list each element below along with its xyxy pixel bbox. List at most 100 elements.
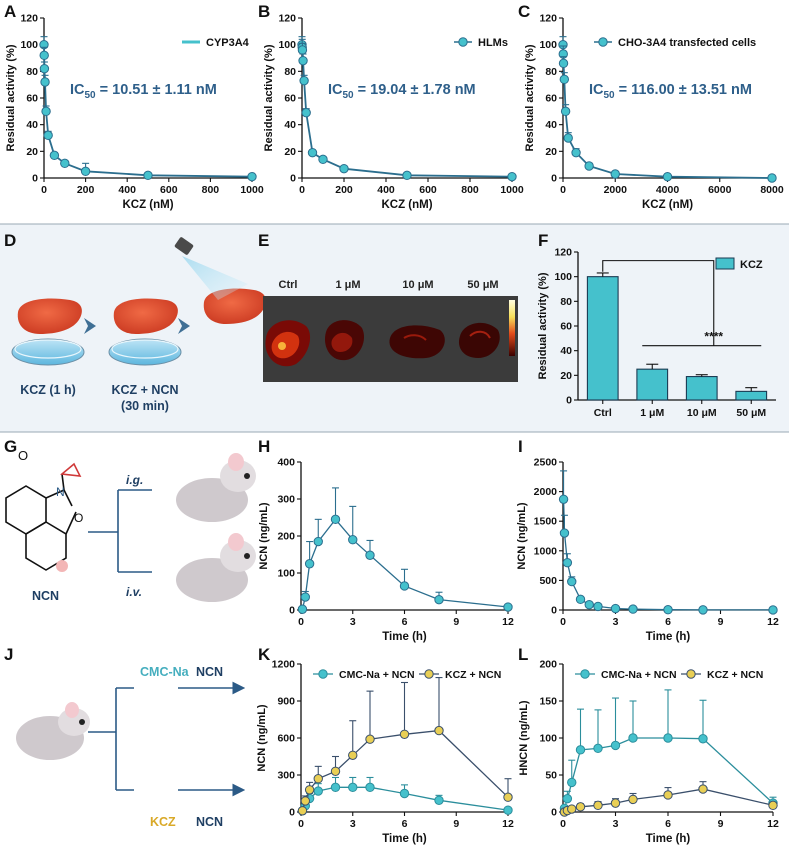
drug-label: NCN (196, 665, 223, 679)
data-point (575, 745, 586, 755)
naphthalimide-structure (5, 485, 47, 535)
data-point (434, 795, 444, 805)
chart-a: 0 20 40 60 80 100 120 0 200 400 600 800 1000 KCZ (nM)… (5, 13, 264, 212)
y-axis-label: NCN (ng/mL) (256, 704, 268, 772)
y-tick-label: 100 (20, 39, 38, 51)
data-point (143, 170, 153, 181)
y-tick-label: 0 (32, 173, 38, 185)
x-tick-label: 9 (718, 818, 724, 830)
panel-label-f: F (538, 231, 548, 250)
data-point (628, 733, 638, 743)
step-label: (30 min) (121, 399, 169, 413)
data-point (80, 166, 91, 177)
legend-marker (318, 669, 328, 679)
y-tick-label: 0 (551, 173, 557, 185)
y-axis-label: Residual activity (%) (263, 44, 275, 151)
route-label: i.v. (126, 585, 142, 599)
x-tick-label: 0 (41, 184, 47, 196)
y-tick-label: 40 (545, 119, 557, 131)
panel-label-c: C (518, 2, 530, 21)
data-point (330, 766, 341, 776)
data-point (297, 806, 308, 816)
x-tick-label: 0 (298, 616, 304, 628)
chart-i: 0 500 1000 1500 2000 2500 0 3 6 9 12 Time (h) NCN (n… (516, 457, 779, 644)
legend-label: KCZ (740, 259, 763, 271)
data-point (503, 792, 513, 802)
y-axis-label: HNCN (ng/mL) (518, 700, 530, 775)
data-point (610, 798, 621, 808)
route-label: i.g. (126, 473, 143, 487)
panel-label-k: K (258, 645, 271, 664)
panel-label-d: D (4, 231, 16, 250)
liver-fluorescence (389, 325, 445, 359)
data-point (318, 154, 328, 165)
legend-marker (598, 37, 608, 47)
bar (636, 368, 669, 401)
data-point (348, 782, 358, 793)
y-tick-label: 100 (278, 39, 296, 51)
bar (685, 376, 718, 401)
condition-label: 1 μM (335, 279, 360, 291)
panel-label-i: I (518, 437, 523, 456)
chart-f: 0 20 40 60 80 100 120 Residual activity (%) Ctrl… (537, 247, 776, 419)
data-point (307, 147, 318, 158)
panel-label-g: G (4, 437, 17, 456)
condition-label: 10 μM (402, 279, 433, 291)
route-arrows (88, 489, 152, 573)
data-point (348, 535, 358, 545)
y-axis-label: NCN (ng/mL) (258, 502, 270, 570)
hydroxylation-site-icon (56, 560, 68, 572)
significance-label: **** (704, 330, 723, 344)
x-tick-label: 0 (299, 184, 305, 196)
condition-label: 50 μM (467, 279, 498, 291)
y-tick-label: 80 (26, 66, 38, 78)
legend-marker (580, 669, 590, 679)
ic50-annotation: IC50 = 10.51 ± 1.11 nM (70, 82, 217, 101)
data-point (662, 171, 673, 182)
data-point (60, 158, 70, 169)
y-tick-label: 100 (277, 568, 295, 580)
x-tick-label: 1 μM (640, 407, 664, 419)
y-tick-label: 0 (289, 605, 295, 617)
data-point (663, 790, 673, 800)
y-tick-label: 120 (20, 13, 38, 25)
legend-label: CMC-Na + NCN (601, 669, 677, 681)
mouse-illustration (176, 533, 256, 602)
x-tick-label: 12 (767, 818, 779, 830)
y-tick-label: 1000 (534, 545, 558, 557)
data-point (348, 750, 358, 760)
data-point (297, 45, 308, 55)
y-tick-label: 900 (277, 696, 295, 708)
y-tick-label: 500 (539, 575, 557, 587)
intensity-scale-bar (509, 300, 515, 356)
x-tick-label: 6 (665, 818, 671, 830)
x-tick-label: 600 (160, 184, 178, 196)
y-tick-label: 2500 (534, 457, 558, 469)
x-axis-label: Time (h) (382, 833, 427, 845)
y-tick-label: 120 (554, 247, 572, 259)
chart-c: 0 20 40 60 80 100 120 0 2000 4000 6000 8000 KCZ (nM)… (524, 13, 784, 212)
x-tick-label: Ctrl (594, 407, 612, 419)
data-point (434, 594, 444, 605)
group-label: KCZ (150, 815, 176, 829)
bond (61, 473, 65, 491)
bar (735, 390, 768, 401)
condition-label: Ctrl (279, 279, 298, 291)
x-tick-label: 4000 (656, 184, 680, 196)
x-tick-label: 1000 (500, 184, 524, 196)
x-tick-label: 9 (718, 616, 724, 628)
bond (65, 511, 77, 535)
bar (586, 276, 619, 401)
mouse-illustration (176, 453, 256, 522)
bond (63, 489, 73, 507)
liver-fluorescence (265, 320, 311, 367)
y-tick-label: 20 (26, 146, 38, 158)
y-tick-label: 1500 (534, 516, 558, 528)
mouse-illustration (16, 702, 90, 760)
data-point (247, 171, 257, 182)
legend-label: KCZ + NCN (445, 669, 501, 681)
data-point (593, 800, 603, 811)
data-point (304, 785, 315, 795)
x-tick-label: 200 (77, 184, 95, 196)
x-tick-label: 2000 (604, 184, 628, 196)
